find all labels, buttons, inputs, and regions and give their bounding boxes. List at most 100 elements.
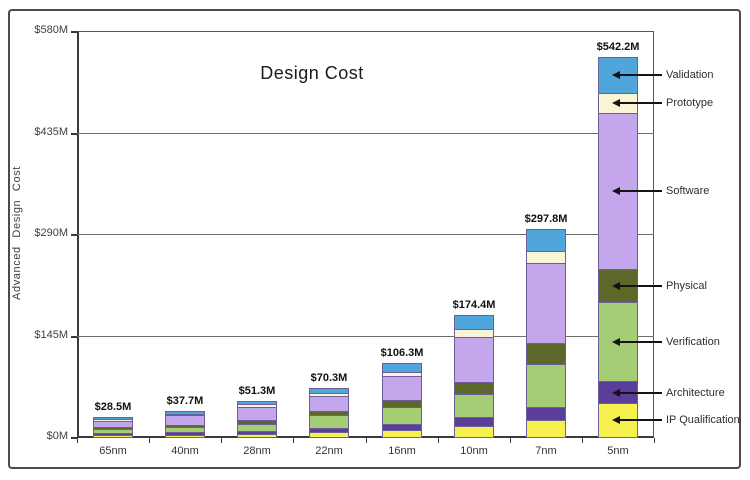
bar-40nm	[165, 411, 205, 438]
x-tick-label: 7nm	[535, 445, 557, 457]
y-axis-tick	[71, 437, 77, 439]
bar-segment-prototype	[94, 419, 132, 421]
y-axis-tick	[71, 336, 77, 338]
bar-segment-software	[94, 420, 132, 428]
x-axis-tick	[438, 438, 439, 443]
legend-arrowhead-icon	[612, 282, 620, 290]
y-axis-tick	[71, 234, 77, 236]
x-axis-tick	[582, 438, 583, 443]
bar-16nm	[382, 363, 422, 438]
x-tick-label: 28nm	[243, 445, 271, 457]
bar-segment-verification	[383, 407, 421, 425]
legend-arrowhead-icon	[612, 71, 620, 79]
bar-28nm	[237, 401, 277, 438]
bar-segment-ip-qualification	[310, 431, 348, 438]
legend-label-prototype: Prototype	[666, 97, 714, 109]
x-axis-tick	[77, 438, 78, 443]
y-axis-tick	[71, 133, 77, 135]
bar-segment-ip-qualification	[455, 425, 493, 437]
x-tick-label: 5nm	[607, 445, 629, 457]
bar-total-label: $174.4M	[452, 299, 496, 311]
bar-segment-ip-qualification	[166, 434, 204, 437]
bar-segment-ip-qualification	[94, 435, 132, 437]
legend-pointer-line	[620, 419, 662, 421]
bar-22nm	[309, 388, 349, 438]
bar-segment-physical	[527, 343, 565, 364]
legend-label-physical: Physical	[666, 280, 707, 292]
y-tick-label: $0M	[46, 430, 68, 442]
bar-segment-validation	[310, 389, 348, 394]
x-tick-label: 65nm	[99, 445, 127, 457]
bar-total-label: $37.7M	[166, 395, 204, 407]
bar-total-label: $297.8M	[524, 213, 568, 225]
bar-segment-validation	[527, 230, 565, 252]
legend-arrowhead-icon	[612, 99, 620, 107]
legend-label-ip-qualification: IP Qualification	[666, 414, 740, 426]
bar-segment-architecture	[455, 416, 493, 426]
bar-segment-physical	[455, 381, 493, 394]
bar-total-label: $28.5M	[94, 401, 132, 413]
y-tick-label: $435M	[34, 126, 68, 138]
bar-segment-software	[166, 415, 204, 425]
bar-segment-prototype	[310, 393, 348, 396]
bar-segment-physical	[166, 424, 204, 428]
bar-segment-validation	[94, 418, 132, 420]
bar-7nm	[526, 229, 566, 438]
bar-segment-ip-qualification	[383, 429, 421, 437]
bar-segment-validation	[455, 316, 493, 329]
y-axis-tick	[71, 31, 77, 33]
outer-frame	[8, 9, 741, 469]
bar-segment-ip-qualification	[527, 420, 565, 437]
bar-segment-physical	[310, 410, 348, 415]
legend-arrowhead-icon	[612, 187, 620, 195]
y-tick-label: $145M	[34, 329, 68, 341]
bar-65nm	[93, 417, 133, 438]
bar-segment-software	[383, 375, 421, 400]
legend-pointer-line	[620, 392, 662, 394]
x-tick-label: 40nm	[171, 445, 199, 457]
bar-segment-verification	[166, 427, 204, 433]
bar-segment-architecture	[166, 432, 204, 435]
bar-segment-prototype	[166, 413, 204, 416]
bar-segment-validation	[383, 364, 421, 373]
x-axis-tick	[654, 438, 655, 443]
bar-segment-architecture	[310, 428, 348, 432]
bar-segment-software	[527, 263, 565, 344]
legend-pointer-line	[620, 190, 662, 192]
bar-total-label: $106.3M	[380, 347, 424, 359]
legend-arrowhead-icon	[612, 389, 620, 397]
gridline-435	[77, 133, 654, 134]
x-axis-tick	[510, 438, 511, 443]
legend-arrowhead-icon	[612, 416, 620, 424]
x-axis-tick	[293, 438, 294, 443]
bar-segment-architecture	[238, 430, 276, 434]
x-tick-label: 22nm	[315, 445, 343, 457]
bar-segment-software	[238, 406, 276, 421]
bar-segment-prototype	[383, 372, 421, 376]
legend-pointer-line	[620, 102, 662, 104]
bar-segment-physical	[383, 399, 421, 408]
bar-segment-verification	[455, 393, 493, 417]
x-tick-label: 10nm	[460, 445, 488, 457]
bar-segment-verification	[238, 423, 276, 431]
bar-total-label: $51.3M	[238, 385, 276, 397]
gridline-145	[77, 336, 654, 337]
bar-segment-validation	[238, 402, 276, 405]
x-axis-tick	[221, 438, 222, 443]
bar-segment-validation	[166, 412, 204, 414]
bar-segment-physical	[238, 420, 276, 424]
bar-segment-prototype	[527, 251, 565, 264]
legend-pointer-line	[620, 74, 662, 76]
bar-segment-architecture	[94, 433, 132, 436]
bar-segment-architecture	[527, 406, 565, 421]
chart-title: Design Cost	[260, 63, 364, 83]
legend-label-validation: Validation	[666, 69, 714, 81]
bar-segment-architecture	[383, 424, 421, 430]
legend-label-architecture: Architecture	[666, 387, 725, 399]
legend-pointer-line	[620, 341, 662, 343]
bar-segment-prototype	[455, 328, 493, 337]
bar-segment-software	[455, 336, 493, 382]
x-tick-label: 16nm	[388, 445, 416, 457]
legend-label-verification: Verification	[666, 336, 720, 348]
bar-5nm	[598, 57, 638, 438]
